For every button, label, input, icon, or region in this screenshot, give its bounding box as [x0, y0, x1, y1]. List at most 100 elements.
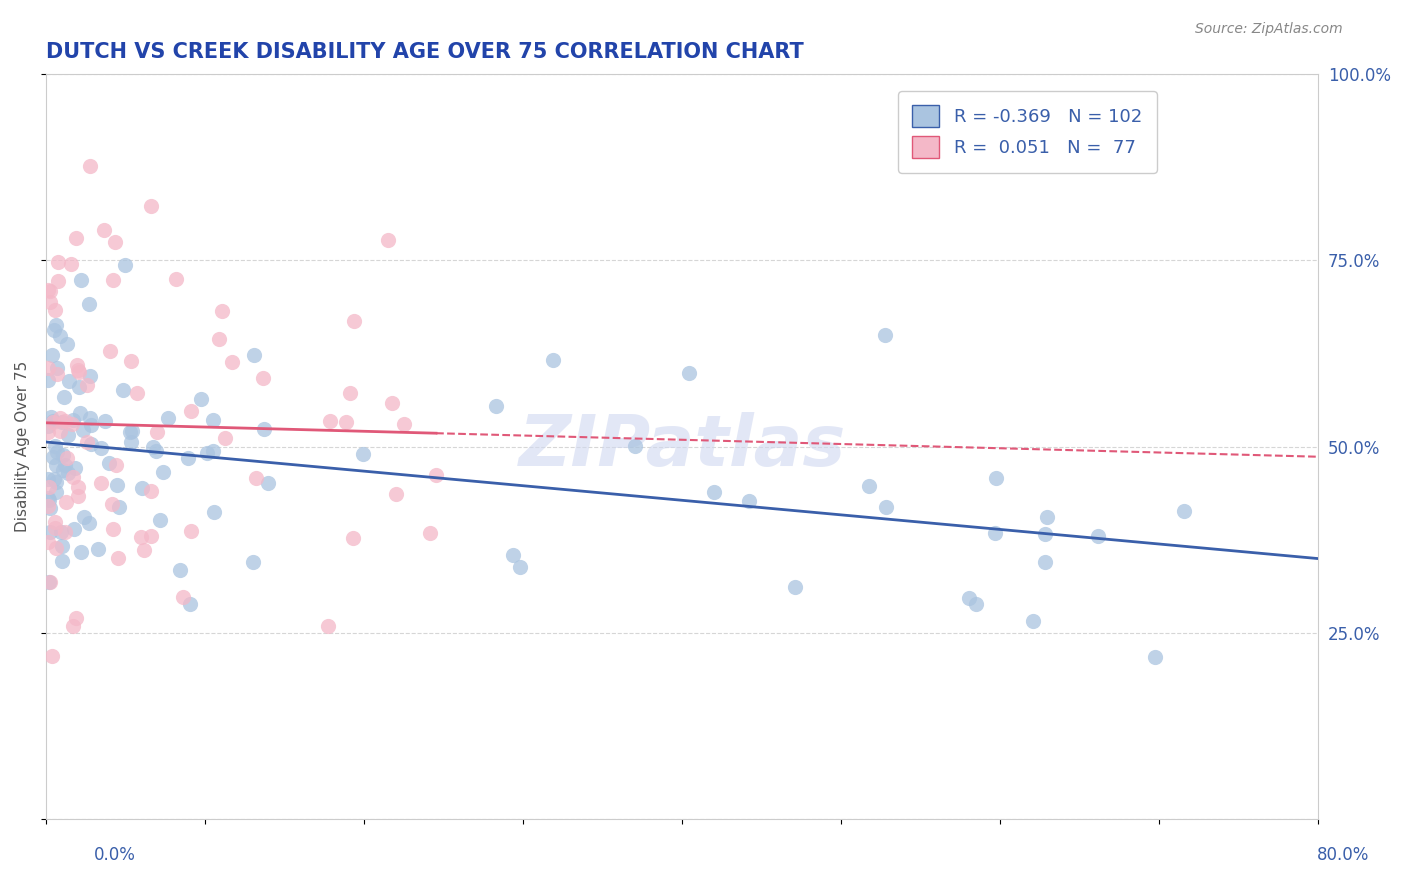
Point [1033, 555, 1056, 569]
Point [70, 545, 93, 559]
Point [49, 329, 72, 343]
Point [120, 425, 142, 439]
Point [37, 499, 59, 513]
Point [45, 475, 67, 490]
Text: 0.0%: 0.0% [94, 846, 136, 863]
Point [65, 231, 87, 245]
Point [79, 410, 101, 425]
Point [52, 391, 75, 405]
Point [108, 500, 131, 515]
Text: ZIPatlas: ZIPatlas [519, 412, 846, 481]
Point [131, 481, 153, 495]
Point [149, 513, 172, 527]
Point [42, 414, 65, 428]
Point [77, 296, 100, 310]
Point [624, 440, 647, 454]
Point [38, 492, 60, 507]
Point [79, 369, 101, 384]
Point [59, 257, 82, 271]
Point [41, 648, 63, 663]
Point [180, 524, 202, 539]
Point [62, 618, 84, 632]
Point [97, 456, 120, 470]
Point [67, 380, 90, 394]
Point [55, 495, 77, 509]
Point [201, 444, 224, 458]
Point [984, 525, 1007, 540]
Point [120, 434, 142, 449]
Point [37, 491, 59, 505]
Point [875, 500, 897, 514]
Point [392, 417, 415, 432]
Point [105, 478, 128, 492]
Point [37, 472, 59, 486]
Point [678, 366, 700, 380]
Point [66, 489, 89, 503]
Point [51, 539, 73, 553]
Point [45, 541, 67, 555]
Point [502, 548, 524, 562]
Point [104, 235, 127, 249]
Text: DUTCH VS CREEK DISABILITY AGE OVER 75 CORRELATION CHART: DUTCH VS CREEK DISABILITY AGE OVER 75 CO… [46, 42, 804, 62]
Point [39, 410, 62, 425]
Point [169, 563, 191, 577]
Point [425, 468, 447, 483]
Point [1035, 527, 1057, 541]
Point [242, 555, 264, 569]
Point [44, 515, 66, 529]
Point [65, 610, 87, 624]
Point [44, 439, 66, 453]
Point [252, 370, 274, 384]
Point [45, 445, 67, 459]
Point [195, 446, 218, 460]
Point [87, 542, 110, 557]
Point [253, 422, 276, 436]
Point [221, 355, 243, 369]
Point [66, 358, 89, 372]
Point [46, 274, 69, 288]
Point [783, 581, 806, 595]
Point [202, 413, 225, 427]
Point [343, 314, 366, 328]
Point [37, 419, 59, 434]
Point [114, 258, 136, 272]
Point [48, 424, 70, 438]
Point [419, 526, 441, 541]
Point [177, 450, 200, 465]
Point [58, 428, 80, 442]
Point [377, 233, 399, 247]
Point [100, 497, 122, 511]
Point [142, 440, 165, 454]
Point [385, 487, 408, 501]
Point [53, 414, 76, 428]
Point [984, 471, 1007, 485]
Point [79, 418, 101, 433]
Point [509, 560, 531, 574]
Point [44, 302, 66, 317]
Point [49, 525, 72, 540]
Point [101, 522, 124, 536]
Point [63, 461, 86, 475]
Point [352, 447, 374, 461]
Point [45, 318, 67, 332]
Point [56, 451, 79, 466]
Point [37, 283, 59, 297]
Point [93, 223, 115, 237]
Point [46, 361, 69, 376]
Point [335, 415, 357, 429]
Point [39, 575, 62, 590]
Point [62, 470, 84, 484]
Point [45, 458, 67, 472]
Point [46, 255, 69, 269]
Point [67, 363, 90, 377]
Point [245, 471, 267, 485]
Point [134, 543, 156, 558]
Point [738, 493, 761, 508]
Point [316, 619, 339, 633]
Point [41, 348, 63, 362]
Point [318, 415, 340, 429]
Point [72, 423, 94, 437]
Point [145, 444, 167, 458]
Point [42, 472, 65, 486]
Point [38, 480, 60, 494]
